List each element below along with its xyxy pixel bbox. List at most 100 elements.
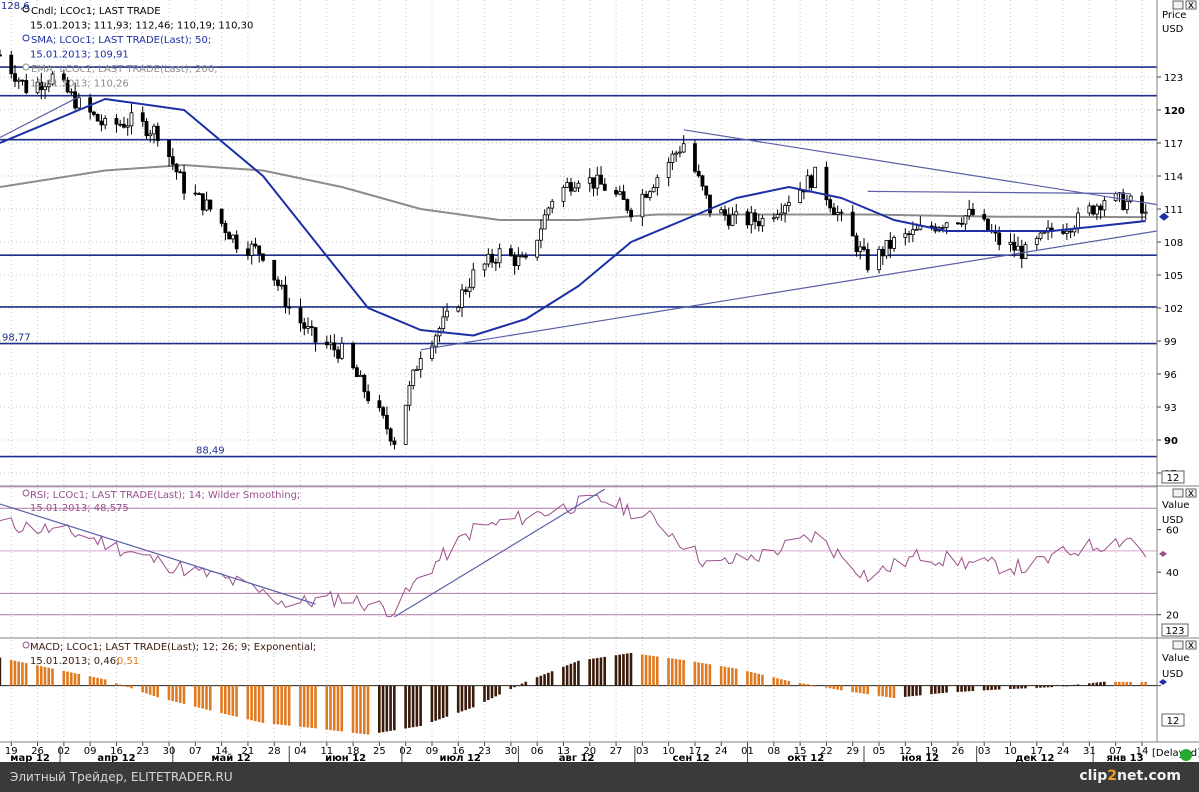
macd-bar: [175, 685, 178, 702]
macd-bar: [877, 685, 881, 696]
macd-bar: [719, 666, 723, 686]
macd-bar: [674, 658, 678, 686]
candle-body: [910, 229, 915, 236]
macd-legend-signal: 0,51: [117, 656, 139, 667]
macd-bar: [1072, 684, 1076, 686]
macd-bar: [562, 666, 565, 686]
candle-body: [854, 235, 859, 253]
macd-scale-box[interactable]: [1161, 713, 1185, 727]
macd-bar: [88, 676, 92, 686]
candle-body: [313, 327, 318, 343]
macd-bar: [855, 685, 858, 693]
candle-body: [287, 306, 292, 309]
rsi-panel[interactable]: 60 40 20 RSI; LCOc1; LAST TRADE(Last); 14;…: [0, 486, 1179, 622]
macd-bar: [415, 685, 419, 727]
macd-bar: [550, 671, 554, 686]
month-label: июн 12: [325, 753, 366, 762]
month-label: янв 13: [1107, 753, 1144, 762]
price-tick-label: 123: [1164, 73, 1183, 84]
minimize-button[interactable]: [1172, 0, 1184, 10]
close-button[interactable]: [1185, 0, 1197, 10]
rsi-trendlines[interactable]: [0, 488, 606, 618]
candle-body: [193, 192, 198, 195]
macd-bar: [892, 685, 896, 699]
candle-body: [666, 162, 671, 178]
macd-bar: [599, 657, 603, 686]
candle-body: [1140, 195, 1144, 214]
candle-body: [1128, 195, 1133, 202]
day-tick-label: 19: [5, 746, 18, 757]
macd-bar: [66, 671, 69, 686]
macd-bar: [881, 685, 884, 697]
macd-bar: [1125, 681, 1129, 686]
close-icon: x: [1188, 488, 1194, 499]
candle-body: [493, 261, 498, 264]
rsi-tick-label: 20: [1166, 611, 1179, 622]
macd-bar: [1016, 685, 1020, 689]
close-icon: x: [1188, 640, 1194, 651]
close-button[interactable]: [1185, 640, 1197, 650]
candle-body: [572, 187, 577, 192]
macd-bar: [310, 685, 313, 728]
macd-bar: [678, 659, 682, 686]
candle-body: [651, 187, 656, 193]
candle-body: [122, 123, 126, 128]
day-tick-label: 26: [952, 746, 965, 757]
rsi-scale-value: 123: [1165, 626, 1184, 637]
logo-part-3: net.com: [1117, 768, 1181, 784]
sma-line: [0, 98, 1146, 337]
candle-body: [839, 211, 844, 214]
candle-body: [170, 156, 175, 165]
macd-bar: [565, 665, 569, 686]
price-tick-label: 117: [1164, 139, 1183, 150]
candle-body: [261, 253, 265, 261]
price-y-axis: 1231201171141111081051029996939087: [1157, 73, 1185, 480]
macd-bar: [539, 675, 543, 686]
candle-body: [46, 83, 51, 88]
macd-bar: [930, 685, 933, 695]
price-trendlines[interactable]: [0, 96, 1158, 351]
macd-bar: [806, 684, 809, 686]
minimize-button[interactable]: [1172, 488, 1184, 498]
price-legend-line: Cndl; LCOc1; LAST TRADE: [31, 6, 161, 17]
day-tick-label: 30: [163, 746, 176, 757]
price-tick-label: 99: [1164, 337, 1177, 348]
candle-body: [463, 289, 468, 292]
price-levels[interactable]: 98,77 88,49: [0, 66, 1157, 458]
macd-bar: [362, 685, 366, 735]
day-tick-label: 22: [820, 746, 833, 757]
minimize-button[interactable]: [1172, 640, 1184, 650]
candle-body: [520, 255, 525, 258]
macd-bar: [862, 685, 866, 694]
candle-body: [888, 239, 893, 249]
macd-legend-date: 15.01.2013; 0,46;: [30, 656, 119, 667]
price-panel[interactable]: 98,77 88,49 123 120 117 114 111 108 105 102 99 96 9…: [0, 0, 1185, 742]
macd-panel-controls[interactable]: x: [1172, 640, 1197, 651]
footer-bar: Элитный Трейдер, ELITETRADER.RU clip2net…: [0, 762, 1199, 792]
candle-body: [670, 153, 675, 163]
candle-body: [655, 177, 660, 188]
price-scale-box[interactable]: [1161, 470, 1185, 484]
logo-part-2: 2: [1107, 768, 1118, 784]
macd-bar: [1039, 685, 1042, 688]
month-label: сен 12: [673, 753, 710, 762]
macd-bar: [1121, 681, 1125, 686]
candle-body: [644, 193, 649, 198]
macd-bar: [573, 662, 576, 686]
macd-bar: [272, 685, 276, 725]
candle-body: [877, 248, 881, 271]
macd-bar: [749, 672, 753, 686]
candle-body: [565, 182, 570, 188]
macd-bar: [250, 685, 253, 721]
rsi-panel-controls[interactable]: x: [1172, 488, 1197, 499]
candle-body: [246, 248, 250, 256]
macd-bar: [753, 672, 757, 686]
macd-bar: [1046, 685, 1050, 688]
candle-body: [892, 237, 896, 249]
rsi-scale-box[interactable]: [1161, 623, 1189, 637]
close-button[interactable]: [1185, 488, 1197, 498]
macd-bar: [359, 685, 362, 734]
price-panel-controls[interactable]: x: [1172, 0, 1197, 11]
macd-panel[interactable]: MACD; LCOc1; LAST TRADE(Last); 12; 26; 9…: [0, 641, 1167, 735]
